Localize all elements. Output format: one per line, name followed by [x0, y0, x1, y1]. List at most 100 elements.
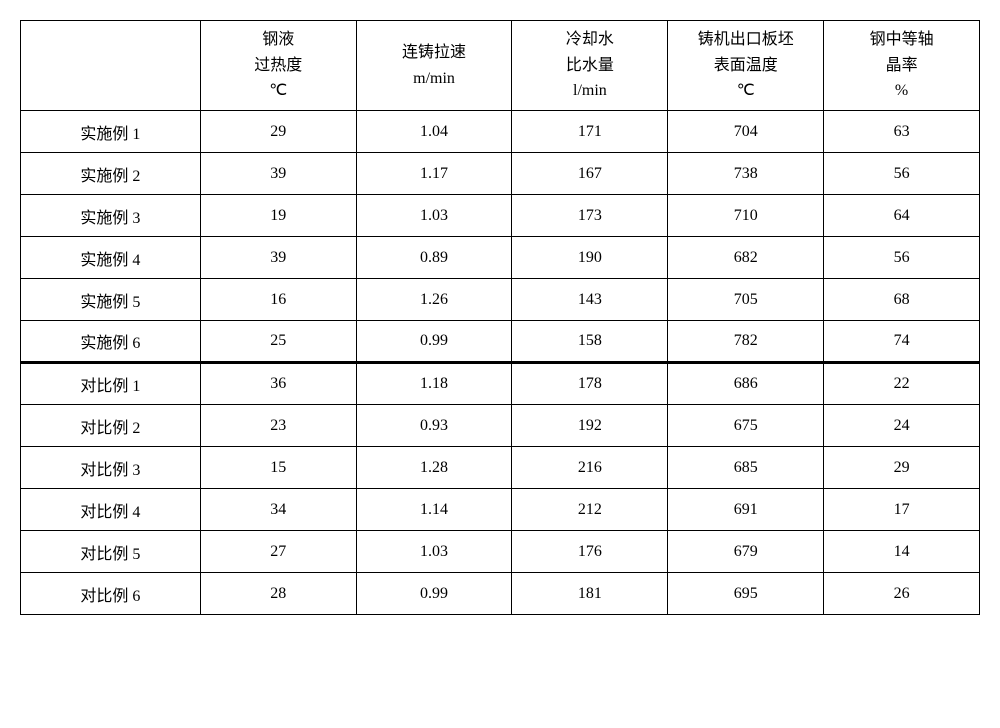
cell-value: 143: [512, 279, 668, 321]
cell-value: 24: [824, 405, 980, 447]
table-row: 实施例 2391.1716773856: [21, 153, 980, 195]
cell-value: 679: [668, 531, 824, 573]
cell-value: 15: [200, 447, 356, 489]
cell-value: 704: [668, 111, 824, 153]
header-cooling-water: 冷却水 比水量 l/min: [512, 21, 668, 111]
header-line: l/min: [573, 82, 607, 99]
table-row: 对比例 2230.9319267524: [21, 405, 980, 447]
cell-value: 710: [668, 195, 824, 237]
cell-value: 0.89: [356, 237, 512, 279]
process-data-table: 钢液 过热度 ℃ 连铸拉速 m/min 冷却水 比水量 l/min 铸机出口板坯…: [20, 20, 980, 615]
row-label: 对比例 6: [21, 573, 201, 615]
cell-value: 64: [824, 195, 980, 237]
cell-value: 34: [200, 489, 356, 531]
cell-value: 23: [200, 405, 356, 447]
header-line: 钢中等轴: [870, 31, 934, 48]
cell-value: 178: [512, 363, 668, 405]
cell-value: 675: [668, 405, 824, 447]
cell-value: 74: [824, 321, 980, 363]
cell-value: 173: [512, 195, 668, 237]
cell-value: 171: [512, 111, 668, 153]
header-equiaxed-ratio: 钢中等轴 晶率 %: [824, 21, 980, 111]
cell-value: 685: [668, 447, 824, 489]
header-line: 比水量: [566, 57, 614, 74]
cell-value: 190: [512, 237, 668, 279]
table-row: 对比例 5271.0317667914: [21, 531, 980, 573]
cell-value: 27: [200, 531, 356, 573]
row-label: 实施例 2: [21, 153, 201, 195]
table-header-row: 钢液 过热度 ℃ 连铸拉速 m/min 冷却水 比水量 l/min 铸机出口板坯…: [21, 21, 980, 111]
table-row: 对比例 4341.1421269117: [21, 489, 980, 531]
row-label: 实施例 6: [21, 321, 201, 363]
cell-value: 16: [200, 279, 356, 321]
cell-value: 192: [512, 405, 668, 447]
cell-value: 1.14: [356, 489, 512, 531]
row-label: 对比例 4: [21, 489, 201, 531]
table-row: 实施例 1291.0417170463: [21, 111, 980, 153]
header-line: %: [895, 82, 908, 99]
cell-value: 1.26: [356, 279, 512, 321]
cell-value: 22: [824, 363, 980, 405]
cell-value: 682: [668, 237, 824, 279]
table-row: 实施例 4390.8919068256: [21, 237, 980, 279]
header-line: m/min: [413, 70, 455, 87]
table-body: 实施例 1291.0417170463实施例 2391.1716773856实施…: [21, 111, 980, 615]
cell-value: 705: [668, 279, 824, 321]
cell-value: 28: [200, 573, 356, 615]
cell-value: 695: [668, 573, 824, 615]
cell-value: 29: [200, 111, 356, 153]
row-label: 实施例 3: [21, 195, 201, 237]
cell-value: 26: [824, 573, 980, 615]
cell-value: 1.03: [356, 195, 512, 237]
cell-value: 36: [200, 363, 356, 405]
header-line: 连铸拉速: [402, 44, 466, 61]
header-blank: [21, 21, 201, 111]
header-line: ℃: [269, 82, 287, 99]
header-superheat: 钢液 过热度 ℃: [200, 21, 356, 111]
table-row: 对比例 6280.9918169526: [21, 573, 980, 615]
row-label: 实施例 1: [21, 111, 201, 153]
header-line: 铸机出口板坯: [698, 31, 794, 48]
header-line: 冷却水: [566, 31, 614, 48]
row-label: 对比例 3: [21, 447, 201, 489]
cell-value: 158: [512, 321, 668, 363]
row-label: 对比例 5: [21, 531, 201, 573]
cell-value: 738: [668, 153, 824, 195]
header-line: 表面温度: [714, 57, 778, 74]
header-line: 钢液: [262, 31, 294, 48]
cell-value: 167: [512, 153, 668, 195]
cell-value: 68: [824, 279, 980, 321]
row-label: 对比例 1: [21, 363, 201, 405]
cell-value: 1.03: [356, 531, 512, 573]
table-row: 实施例 5161.2614370568: [21, 279, 980, 321]
cell-value: 25: [200, 321, 356, 363]
row-label: 实施例 4: [21, 237, 201, 279]
cell-value: 782: [668, 321, 824, 363]
row-label: 实施例 5: [21, 279, 201, 321]
table-row: 实施例 6250.9915878274: [21, 321, 980, 363]
cell-value: 0.93: [356, 405, 512, 447]
header-casting-speed: 连铸拉速 m/min: [356, 21, 512, 111]
cell-value: 691: [668, 489, 824, 531]
cell-value: 63: [824, 111, 980, 153]
cell-value: 216: [512, 447, 668, 489]
cell-value: 39: [200, 237, 356, 279]
header-line: 过热度: [254, 57, 302, 74]
row-label: 对比例 2: [21, 405, 201, 447]
header-line: ℃: [737, 82, 755, 99]
cell-value: 14: [824, 531, 980, 573]
cell-value: 0.99: [356, 573, 512, 615]
header-line: 晶率: [886, 57, 918, 74]
cell-value: 39: [200, 153, 356, 195]
table-row: 实施例 3191.0317371064: [21, 195, 980, 237]
header-exit-temp: 铸机出口板坯 表面温度 ℃: [668, 21, 824, 111]
cell-value: 686: [668, 363, 824, 405]
cell-value: 56: [824, 153, 980, 195]
cell-value: 181: [512, 573, 668, 615]
cell-value: 29: [824, 447, 980, 489]
cell-value: 1.04: [356, 111, 512, 153]
cell-value: 1.28: [356, 447, 512, 489]
cell-value: 17: [824, 489, 980, 531]
cell-value: 56: [824, 237, 980, 279]
table-row: 对比例 1361.1817868622: [21, 363, 980, 405]
